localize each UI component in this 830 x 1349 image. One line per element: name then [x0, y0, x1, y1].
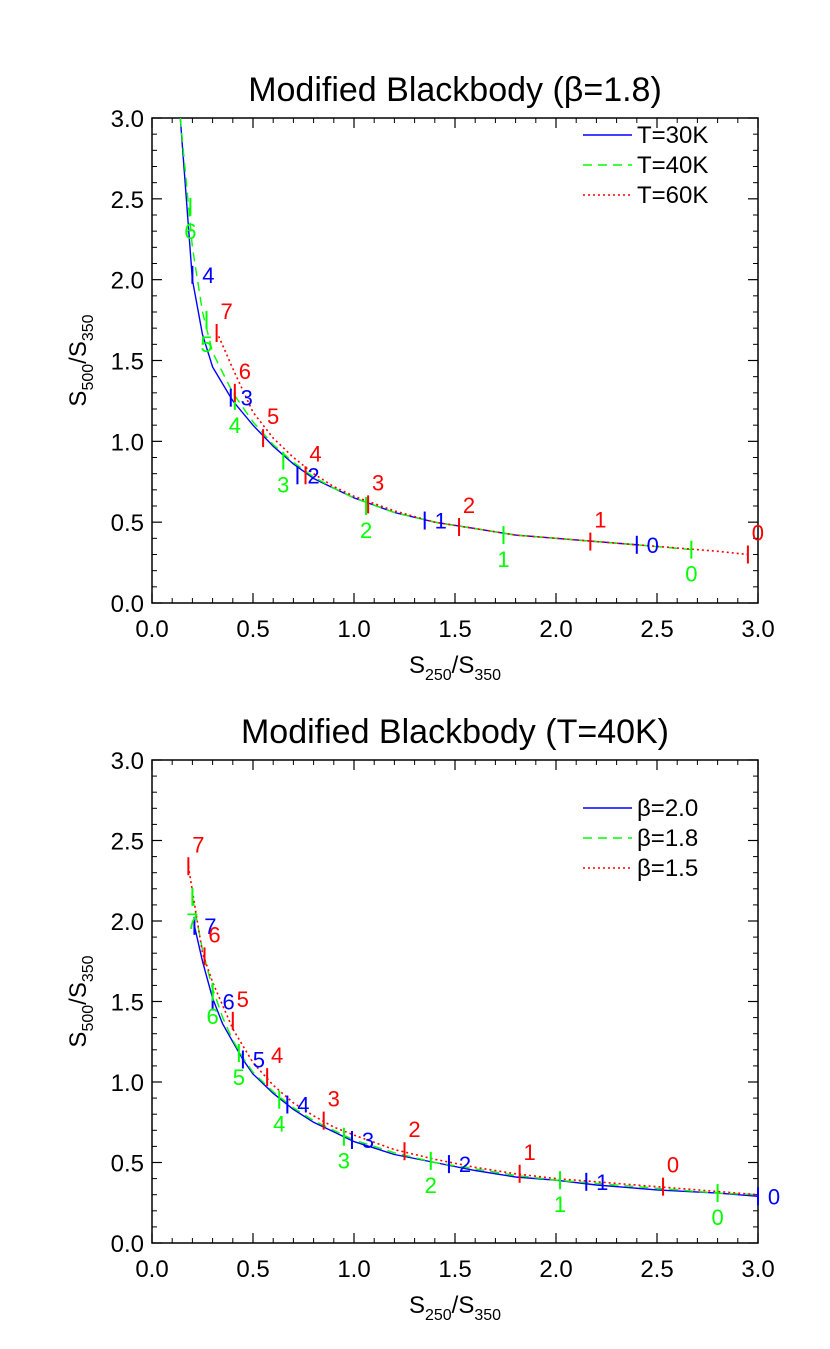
temperature-marker-label: 4 [273, 1112, 285, 1137]
temperature-marker-label: 1 [497, 547, 509, 572]
y-tick-label: 3.0 [111, 106, 144, 133]
x-tick-label: 3.0 [741, 616, 774, 643]
temperature-marker-label: 0 [647, 533, 659, 558]
legend-label: T=60K [637, 182, 708, 209]
temperature-marker-label: 3 [372, 470, 384, 495]
temperature-marker-label: 5 [200, 332, 212, 357]
legend-label: T=30K [637, 122, 708, 149]
series-line-1 [179, 118, 637, 546]
temperature-marker-label: 6 [208, 922, 220, 947]
temperature-marker-label: 1 [596, 1170, 608, 1195]
chart-title: Modified Blackbody (T=40K) [241, 713, 669, 751]
temperature-marker-label: 2 [425, 1173, 437, 1198]
y-tick-label: 1.5 [111, 990, 144, 1017]
temperature-marker-label: 3 [277, 473, 289, 498]
temperature-marker-label: 4 [309, 441, 321, 466]
y-axis-label: S500/S350 [65, 314, 97, 406]
x-tick-label: 0.0 [135, 1256, 168, 1283]
x-tick-label: 2.0 [539, 616, 572, 643]
temperature-marker-label: 2 [463, 493, 475, 518]
x-tick-label: 2.5 [640, 1256, 673, 1283]
x-axis-label: S250/S350 [409, 1292, 501, 1324]
series-line-1 [193, 925, 758, 1197]
temperature-marker-label: 2 [459, 1152, 471, 1177]
temperature-marker-label: 3 [362, 1128, 374, 1153]
temperature-marker-label: 1 [435, 509, 447, 534]
legend-label: T=40K [637, 152, 708, 179]
x-tick-label: 1.5 [438, 1256, 471, 1283]
temperature-marker-label: 5 [233, 1065, 245, 1090]
temperature-marker-label: 1 [554, 1192, 566, 1217]
y-tick-label: 1.0 [111, 429, 144, 456]
temperature-marker-label: 2 [307, 463, 319, 488]
temperature-marker-label: 7 [186, 909, 198, 934]
temperature-marker-label: 3 [338, 1149, 350, 1174]
y-tick-label: 2.5 [111, 829, 144, 856]
temperature-marker-label: 1 [524, 1140, 536, 1165]
temperature-marker-label: 1 [594, 508, 606, 533]
y-tick-label: 0.0 [111, 591, 144, 618]
temperature-marker-label: 7 [221, 299, 233, 324]
temperature-marker-label: 0 [711, 1205, 723, 1230]
series-line-2 [179, 118, 692, 551]
legend-label: β=2.0 [637, 795, 698, 822]
chart-panel-1: Modified Blackbody (β=1.8) 0.0 0.5 1.0 1.5 2.… [65, 71, 775, 684]
temperature-marker-label: 0 [752, 521, 764, 546]
y-axis-label: S500/S350 [65, 955, 97, 1047]
series-line-3 [217, 335, 748, 556]
temperature-marker-label: 6 [222, 990, 234, 1015]
temperature-marker-label: 5 [267, 404, 279, 429]
temperature-marker-label: 4 [229, 413, 241, 438]
temperature-marker-label: 4 [271, 1043, 283, 1068]
x-tick-label: 3.0 [741, 1256, 774, 1283]
series-line-3 [187, 866, 758, 1196]
x-tick-label: 1.0 [337, 1256, 370, 1283]
legend-label: β=1.5 [637, 855, 698, 882]
temperature-marker-label: 0 [768, 1184, 780, 1209]
x-tick-label: 0.0 [135, 616, 168, 643]
temperature-marker-label: 6 [206, 1004, 218, 1029]
x-tick-label: 0.5 [236, 1256, 269, 1283]
legend-label: β=1.8 [637, 825, 698, 852]
temperature-marker-label: 2 [408, 1117, 420, 1142]
y-tick-label: 2.0 [111, 268, 144, 295]
chart-panel-2: Modified Blackbody (T=40K) 0.0 0.5 1.0 1.5 2.… [65, 713, 780, 1324]
x-tick-label: 0.5 [236, 616, 269, 643]
temperature-marker-label: 6 [184, 219, 196, 244]
x-tick-label: 2.0 [539, 1256, 572, 1283]
x-tick-label: 1.0 [337, 616, 370, 643]
x-tick-label: 1.5 [438, 616, 471, 643]
y-tick-label: 2.0 [111, 909, 144, 936]
temperature-marker-label: 3 [328, 1087, 340, 1112]
y-tick-label: 0.5 [111, 1151, 144, 1178]
y-tick-label: 1.5 [111, 349, 144, 376]
temperature-marker-label: 5 [253, 1047, 265, 1072]
y-tick-label: 0.5 [111, 510, 144, 537]
y-tick-label: 2.5 [111, 187, 144, 214]
temperature-marker-label: 4 [202, 263, 214, 288]
temperature-marker-label: 7 [204, 914, 216, 939]
temperature-marker-label: 3 [241, 386, 253, 411]
temperature-marker-label: 7 [192, 832, 204, 857]
temperature-marker-label: 4 [297, 1093, 309, 1118]
x-axis-label: S250/S350 [409, 652, 501, 684]
series-curves [187, 866, 758, 1197]
y-tick-label: 1.0 [111, 1070, 144, 1097]
y-tick-label: 3.0 [111, 748, 144, 775]
y-tick-label: 0.0 [111, 1231, 144, 1258]
temperature-marker-label: 6 [239, 359, 251, 384]
series-line-2 [191, 896, 758, 1196]
temperature-marker-label: 5 [237, 987, 249, 1012]
temperature-marker-label: 0 [667, 1153, 679, 1178]
chart-title: Modified Blackbody (β=1.8) [248, 71, 662, 109]
series-curves [179, 118, 748, 556]
x-tick-label: 2.5 [640, 616, 673, 643]
temperature-marker-label: 2 [360, 518, 372, 543]
temperature-marker-label: 0 [685, 562, 697, 587]
